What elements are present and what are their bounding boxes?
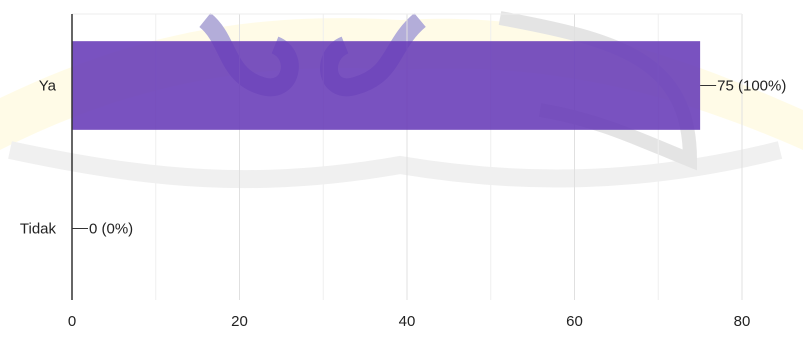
x-tick-label: 60 (566, 313, 583, 330)
category-label: Tidak (20, 221, 57, 238)
x-tick-label: 40 (399, 313, 416, 330)
bars (72, 41, 701, 130)
data-label: 75 (100%) (717, 78, 786, 95)
labels: Ya 75 (100%) Tidak 0 (0%) (20, 78, 786, 238)
x-tick-label: 80 (734, 313, 751, 330)
category-label: Ya (39, 78, 57, 95)
bar-ya (72, 41, 701, 130)
x-tick-label: 0 (68, 313, 76, 330)
axes: 0 20 40 60 80 (68, 14, 751, 330)
watermark-band-gray (8, 141, 783, 189)
data-label: 0 (0%) (89, 221, 133, 238)
x-tick-label: 20 (231, 313, 248, 330)
